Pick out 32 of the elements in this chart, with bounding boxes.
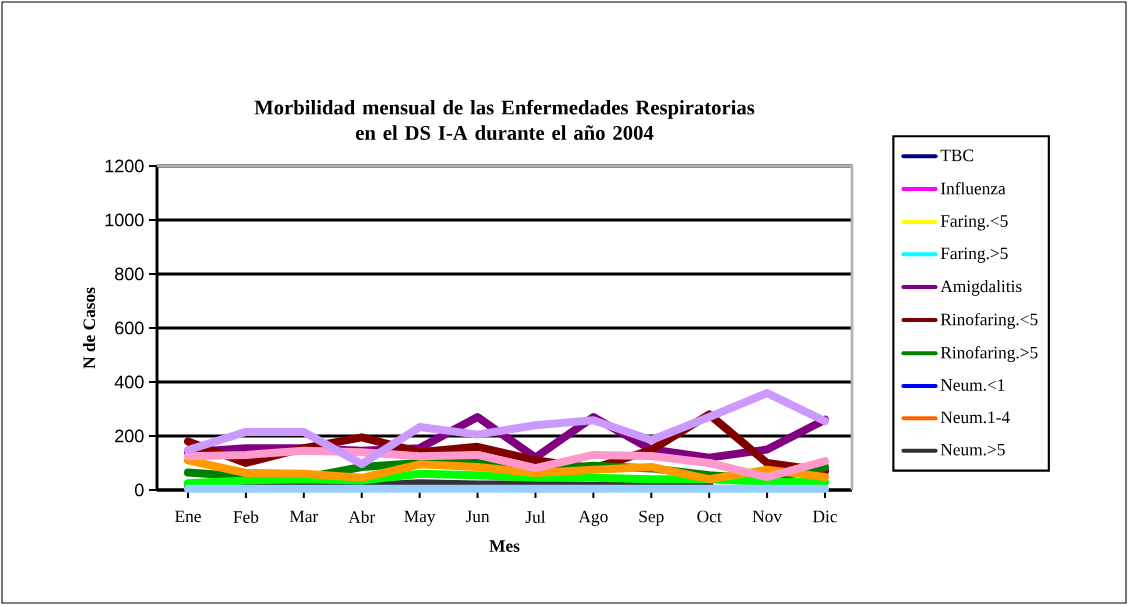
- x-tick-label: Mar: [289, 510, 319, 523]
- legend-label: Rinofaring.>5: [940, 346, 1038, 363]
- legend-label: Faring.>5: [940, 247, 1008, 263]
- x-tick-label: Jul: [525, 510, 546, 523]
- x-tick-label: Sep: [639, 510, 664, 526]
- legend-label: Neum.1-4: [940, 411, 1010, 424]
- x-tick-label: May: [404, 510, 436, 526]
- x-tick-label: Dic: [813, 510, 837, 523]
- legend-label: Influenza: [940, 182, 1006, 195]
- y-tick-label: 200: [115, 429, 144, 443]
- y-tick-label: 1000: [105, 213, 144, 227]
- legend-label: Amigdalitis: [940, 279, 1022, 296]
- y-tick-label: 1200: [105, 159, 144, 173]
- x-tick-label: Abr: [348, 510, 376, 523]
- y-tick-label: 800: [115, 267, 144, 281]
- x-tick-label: Feb: [233, 510, 259, 523]
- x-tick-label: Ago: [578, 510, 608, 526]
- x-tick-label: Nov: [752, 510, 783, 523]
- legend-label: Neum.<1: [940, 379, 1005, 391]
- y-tick-label: 0: [134, 483, 144, 497]
- y-tick-label: 600: [115, 321, 144, 335]
- legend-label: Neum.>5: [940, 443, 1005, 456]
- y-tick-label: 400: [114, 375, 144, 389]
- x-tick-label: Jun: [465, 510, 490, 523]
- x-axis-title: Mes: [489, 540, 520, 552]
- legend-label: Rinofaring.<5: [940, 312, 1038, 329]
- legend-label: TBC: [940, 149, 974, 162]
- y-axis-title: N de Casos: [82, 287, 96, 369]
- legend-label: Faring.<5: [940, 215, 1008, 231]
- x-tick-label: Oct: [697, 510, 722, 523]
- x-tick-label: Ene: [175, 510, 201, 523]
- chart-title: Morbilidad mensual de las Enfermedades Respiratorias en el DS I-A durante el año 2004: [254, 99, 755, 140]
